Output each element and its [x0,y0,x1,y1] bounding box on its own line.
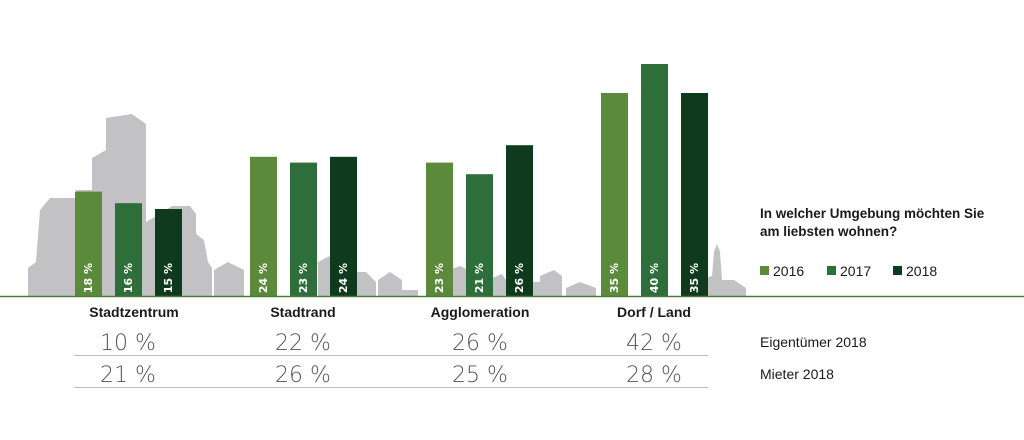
skyline-low-1 [402,290,418,296]
bar-dorf-land-2017 [641,64,668,296]
category-label: Stadtrand [270,304,335,320]
skyline-house-3 [530,270,562,296]
table-cell: 26 % [275,363,331,388]
bar-stadtrand-2017 [290,162,317,296]
table-cell: 42 % [626,331,682,356]
table-cell: 28 % [626,363,682,388]
table-cell: 21 % [100,363,156,388]
bar-agglomeration-2018 [506,145,533,296]
bar-value-label: 23 % [433,263,446,293]
bar-group [75,64,708,296]
bar-agglomeration-2017 [466,174,493,296]
category-label: Dorf / Land [617,304,691,320]
bar-value-label: 18 % [82,263,95,293]
skyline-block-2 [706,244,746,296]
bar-value-label: 21 % [473,263,486,293]
bar-stadtzentrum-2018 [155,209,182,296]
legend-label-2017: 2017 [840,263,871,279]
skyline-house-4 [566,282,596,296]
table-row-label: Mieter 2018 [760,366,834,382]
bar-value-label: 15 % [162,263,175,293]
bar-dorf-land-2016 [601,93,628,296]
bar-value-label: 16 % [122,263,135,293]
legend-label-2018: 2018 [906,263,937,279]
category-label-group: Stadtzentrum Stadtrand Agglomeration Dorf /… [89,304,691,320]
summary-table: 10 % 22 % 26 % 42 % Eigentümer 2018 21 % 26 % 2… [74,331,867,388]
bar-value-label: 23 % [297,263,310,293]
table-cell: 10 % [100,331,156,356]
legend-label-2016: 2016 [773,263,804,279]
question-title: In welcher Umgebung möchten Sie am liebs… [760,206,988,239]
table-row-label: Eigentümer 2018 [760,334,867,350]
bar-agglomeration-2016 [426,162,453,296]
bar-dorf-land-2018 [681,93,708,296]
bar-stadtzentrum-2017 [115,203,142,296]
legend-swatch-2016 [760,266,769,275]
category-label: Agglomeration [431,304,530,320]
bar-value-label: 24 % [257,263,270,293]
legend: 2016 2017 2018 [760,263,937,279]
bar-value-label: 24 % [337,263,350,293]
category-label: Stadtzentrum [89,304,178,320]
legend-swatch-2017 [827,266,836,275]
question-line-1: In welcher Umgebung möchten Sie [760,206,985,221]
bar-value-label: 40 % [648,263,661,293]
skyline-house-1 [214,262,244,296]
skyline-low-3 [492,274,506,296]
bar-stadtrand-2018 [330,156,357,296]
table-cell: 22 % [275,331,331,356]
bar-stadtrand-2016 [250,156,277,296]
bar-value-label: 35 % [688,263,701,293]
question-line-2: am liebsten wohnen? [760,224,897,239]
bar-value-label: 26 % [513,263,526,293]
table-cell: 25 % [452,363,508,388]
skyline-house-2 [378,272,402,296]
legend-swatch-2018 [893,266,902,275]
bar-label-group: 18 % 16 % 15 % 24 % 23 % 24 % 23 % 21 % 26 % 35 %… [82,263,701,293]
table-cell: 26 % [452,331,508,356]
bar-stadtzentrum-2016 [75,191,102,296]
bar-value-label: 35 % [608,263,621,293]
